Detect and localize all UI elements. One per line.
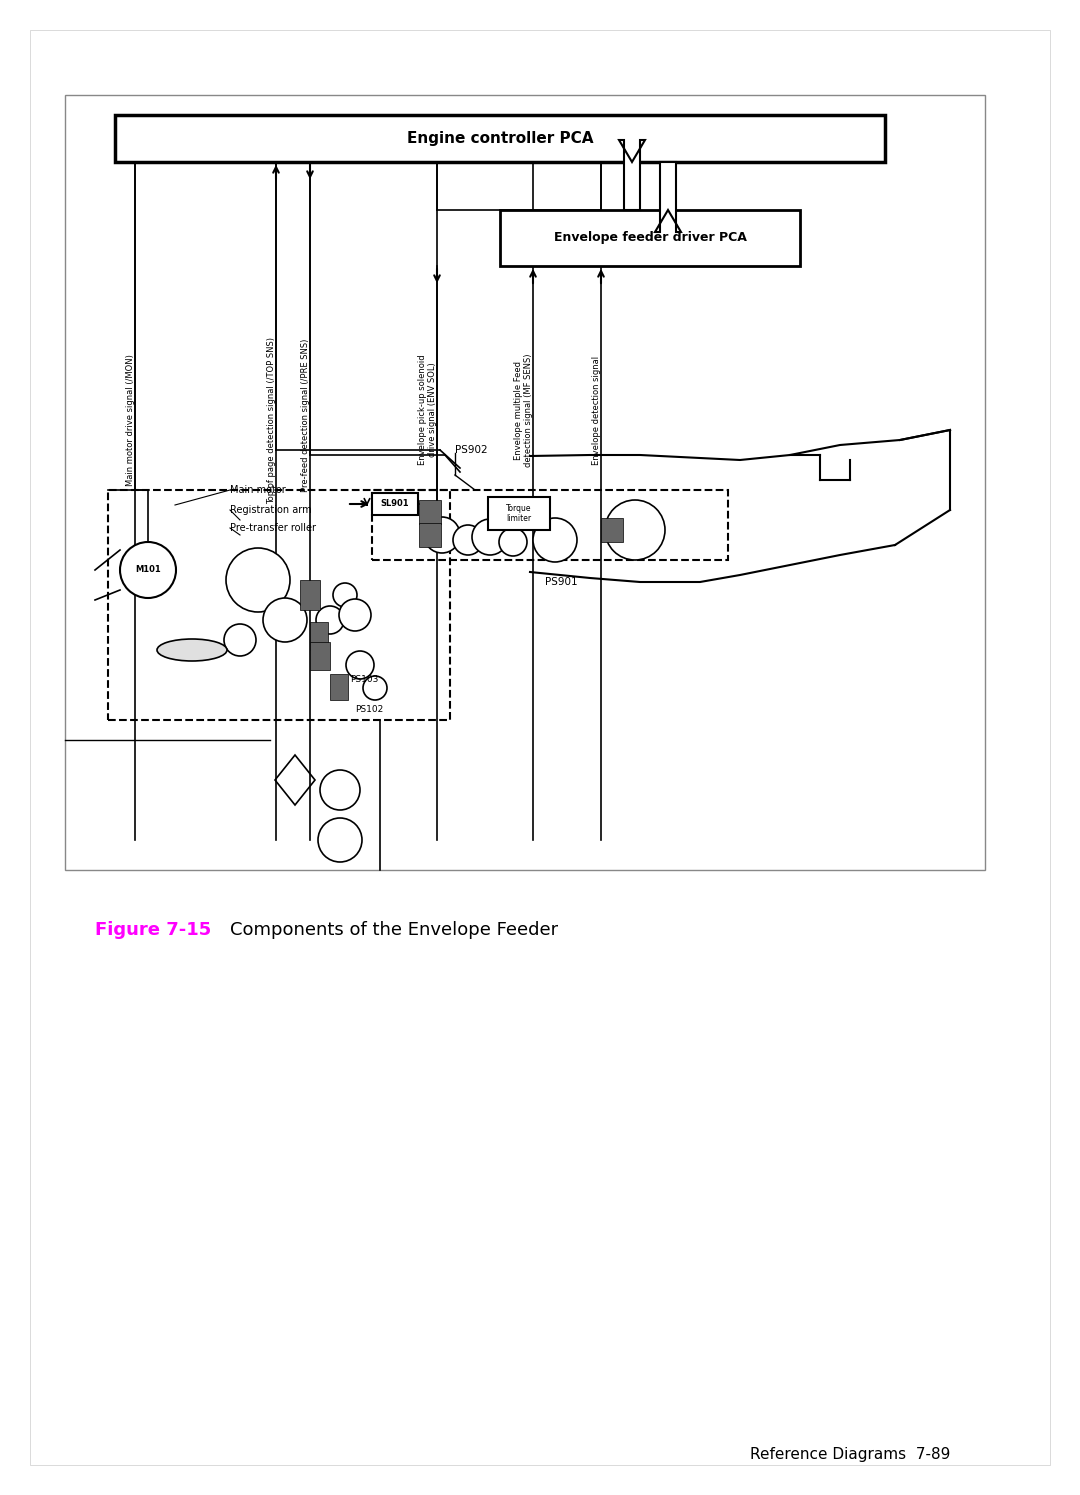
Bar — [65, 96, 985, 870]
Text: PS901: PS901 — [545, 577, 578, 588]
Bar — [300, 580, 320, 610]
Circle shape — [120, 543, 176, 598]
Text: Figure 7-15: Figure 7-15 — [95, 921, 212, 939]
Bar — [419, 523, 441, 547]
Text: Registration arm: Registration arm — [230, 505, 312, 514]
Text: Main motor drive signal (/MON): Main motor drive signal (/MON) — [126, 354, 135, 486]
Bar — [419, 499, 441, 525]
Circle shape — [499, 528, 527, 556]
Bar — [372, 493, 418, 514]
Text: Pre-transfer roller: Pre-transfer roller — [230, 523, 316, 534]
Text: Envelope multiple Feed
detection signal (MF SENS): Envelope multiple Feed detection signal … — [514, 353, 534, 466]
Bar — [600, 517, 623, 543]
Text: Engine controller PCA: Engine controller PCA — [407, 132, 593, 147]
Text: Top of page detection signal (/TOP SNS): Top of page detection signal (/TOP SNS) — [267, 336, 276, 504]
Text: Pre-feed detection signal (/PRE SNS): Pre-feed detection signal (/PRE SNS) — [301, 338, 310, 492]
Bar — [488, 496, 550, 531]
Bar — [310, 622, 328, 650]
Circle shape — [316, 605, 345, 634]
Ellipse shape — [157, 638, 227, 661]
Circle shape — [605, 499, 665, 561]
Bar — [372, 490, 728, 561]
Circle shape — [333, 583, 357, 607]
Bar — [114, 115, 885, 161]
Text: Main motor: Main motor — [230, 484, 286, 495]
Circle shape — [363, 676, 387, 700]
Polygon shape — [619, 141, 645, 209]
Circle shape — [224, 623, 256, 656]
Text: Envelope feeder driver PCA: Envelope feeder driver PCA — [554, 232, 746, 245]
Text: Reference Diagrams  7-89: Reference Diagrams 7-89 — [750, 1447, 950, 1462]
Text: PS902: PS902 — [455, 446, 488, 454]
Circle shape — [424, 517, 460, 553]
Text: Torque
limiter: Torque limiter — [507, 504, 531, 523]
Text: Envelope pick-up solenoid
drive signal (ENV SOL): Envelope pick-up solenoid drive signal (… — [418, 354, 437, 465]
Text: PS102: PS102 — [355, 706, 383, 715]
Circle shape — [346, 650, 374, 679]
Bar — [500, 209, 800, 266]
Bar — [108, 490, 450, 721]
Polygon shape — [654, 161, 681, 232]
Circle shape — [226, 549, 291, 611]
Circle shape — [534, 517, 577, 562]
Text: Envelope detection signal: Envelope detection signal — [592, 356, 600, 465]
Text: PS103: PS103 — [350, 676, 378, 685]
Bar — [330, 674, 348, 700]
Text: M101: M101 — [135, 565, 161, 574]
Circle shape — [453, 525, 483, 555]
Bar — [310, 641, 330, 670]
Text: Components of the Envelope Feeder: Components of the Envelope Feeder — [230, 921, 558, 939]
Circle shape — [472, 519, 508, 555]
Circle shape — [339, 599, 372, 631]
Text: SL901: SL901 — [380, 499, 409, 508]
Circle shape — [264, 598, 307, 641]
